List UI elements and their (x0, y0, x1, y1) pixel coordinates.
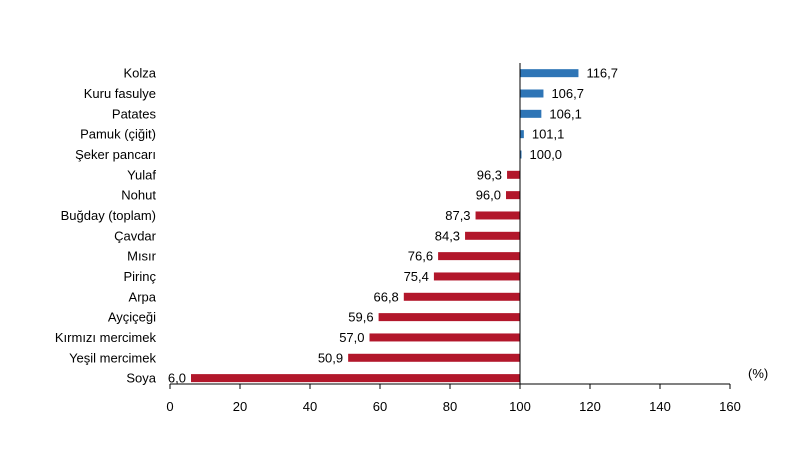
value-label-0: 116,7 (586, 66, 618, 81)
category-label-1: Kuru fasulye (84, 86, 156, 101)
bar-13 (369, 333, 520, 342)
x-tick-label-8: 160 (719, 399, 741, 414)
x-axis: 0 20 40 60 80 100 120 140 160 (166, 63, 741, 414)
bar-6 (506, 191, 520, 200)
bar-4 (520, 150, 522, 159)
value-label-12: 59,6 (348, 310, 373, 325)
bar-8 (465, 231, 520, 240)
bars-group (191, 69, 579, 383)
bar-3 (520, 130, 524, 139)
unit-label: (%) (748, 366, 768, 381)
x-tick-label-4: 80 (443, 399, 457, 414)
value-label-3: 101,1 (532, 127, 565, 142)
bar-14 (348, 353, 520, 362)
value-label-8: 84,3 (435, 228, 460, 243)
category-label-2: Patates (112, 106, 157, 121)
category-label-3: Pamuk (çiğit) (80, 127, 156, 142)
category-labels-group: Kolza Kuru fasulye Patates Pamuk (çiğit) Şek… (55, 66, 157, 386)
x-tick-label-2: 40 (303, 399, 317, 414)
x-tick-label-3: 60 (373, 399, 387, 414)
category-label-6: Nohut (121, 188, 156, 203)
value-label-7: 87,3 (445, 208, 470, 223)
category-label-4: Şeker pancarı (75, 147, 156, 162)
bar-12 (378, 313, 520, 322)
value-label-13: 57,0 (339, 330, 364, 345)
value-label-4: 100,0 (530, 147, 563, 162)
category-label-5: Yulaf (127, 167, 156, 182)
value-label-9: 76,6 (408, 249, 433, 264)
value-label-6: 96,0 (476, 188, 501, 203)
x-tick-label-5: 100 (509, 399, 531, 414)
value-label-11: 66,8 (373, 289, 398, 304)
x-tick-label-1: 20 (233, 399, 247, 414)
category-label-8: Çavdar (114, 228, 157, 243)
category-label-15: Soya (126, 371, 156, 386)
bar-0 (520, 69, 579, 78)
category-label-14: Yeşil mercimek (69, 350, 156, 365)
bar-10 (433, 272, 520, 281)
bar-11 (403, 292, 520, 301)
x-tick-label-0: 0 (166, 399, 173, 414)
category-label-9: Mısır (127, 249, 157, 264)
value-label-14: 50,9 (318, 350, 343, 365)
category-label-11: Arpa (129, 289, 157, 304)
category-label-0: Kolza (123, 66, 156, 81)
x-tick-label-7: 140 (649, 399, 671, 414)
bar-1 (520, 89, 544, 98)
bar-15 (191, 374, 520, 383)
value-label-10: 75,4 (404, 269, 429, 284)
category-label-13: Kırmızı mercimek (55, 330, 157, 345)
bar-9 (438, 252, 520, 261)
category-label-12: Ayçiçeği (108, 310, 156, 325)
bar-2 (520, 109, 542, 118)
bar-7 (475, 211, 520, 220)
value-label-2: 106,1 (549, 106, 582, 121)
bar-5 (507, 170, 520, 179)
value-label-15: 6,0 (168, 371, 186, 386)
category-label-7: Buğday (toplam) (61, 208, 156, 223)
category-label-10: Pirinç (123, 269, 156, 284)
value-label-1: 106,7 (551, 86, 584, 101)
x-tick-label-6: 120 (579, 399, 601, 414)
value-label-5: 96,3 (477, 167, 502, 182)
